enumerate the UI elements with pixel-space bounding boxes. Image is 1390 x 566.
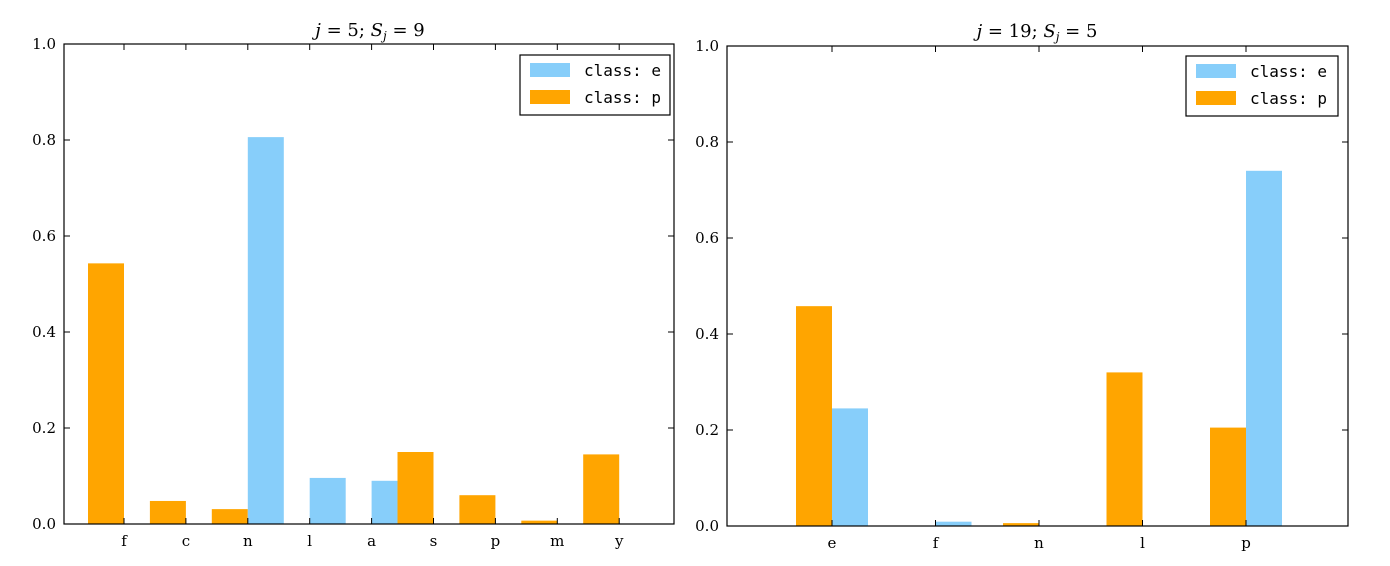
x-tick-label: l [307,532,312,550]
legend-label-e: class: e [584,61,661,80]
x-tick-label: a [367,532,376,550]
legend-swatch-p [530,90,570,104]
bar-p-class-p [1210,427,1246,526]
bar-p-class-p [459,495,496,524]
x-tick-label: m [550,532,564,550]
y-axis-ticks: 0.0 0.2 0.4 0.6 0.8 1.0 [695,37,1348,535]
bars-group [796,170,1282,527]
x-tick-label: f [121,532,128,550]
y-tick-label: 0.0 [695,517,719,535]
x-tick-label: l [1140,534,1145,552]
bar-l-class-p [1106,372,1143,526]
x-tick-label: e [828,534,837,552]
bars-group [88,137,620,524]
x-tick-label: y [614,532,624,550]
chart-left: j = 5; Sj = 9 0.0 0.2 0.4 0.6 0.8 1.0 f c n l a s p… [32,20,675,550]
y-tick-label: 0.6 [32,227,56,245]
bar-y-class-p [583,454,620,524]
x-tick-label: p [1241,534,1251,552]
bar-c-class-p [149,500,186,524]
chart-title: j = 5; Sj = 9 [311,20,424,43]
bar-f-class-e [935,521,972,526]
y-tick-label: 0.8 [695,133,719,151]
x-tick-label: f [933,534,940,552]
legend-label-e: class: e [1250,62,1327,81]
y-tick-label: 0.4 [695,325,719,343]
legend: class: e class: p [519,54,671,116]
plot-frame [726,45,1349,527]
x-tick-label: n [1034,534,1044,552]
legend-label-p: class: p [1250,89,1327,108]
y-tick-label: 0.6 [695,229,719,247]
legend-swatch-p [1196,91,1236,105]
y-tick-label: 0.8 [32,131,56,149]
x-tick-label: p [491,532,501,550]
plot-frame [63,43,675,525]
y-tick-label: 0.0 [32,515,56,533]
bar-n-class-p [211,509,248,524]
bar-s-class-p [397,452,434,524]
bar-n-class-e [247,137,284,524]
bar-e-class-p [796,306,832,526]
bar-f-class-p [88,263,124,524]
y-tick-label: 0.4 [32,323,56,341]
chart-title: j = 19; Sj = 5 [973,21,1098,44]
y-tick-label: 1.0 [32,35,56,53]
legend-label-p: class: p [584,88,661,107]
x-tick-label: n [243,532,253,550]
x-tick-label: c [182,532,190,550]
x-tick-label: s [430,532,438,550]
bar-e-class-e [832,408,868,526]
legend-swatch-e [530,63,570,77]
y-tick-label: 0.2 [695,421,719,439]
bar-p-class-e [1246,170,1282,527]
y-tick-label: 1.0 [695,37,719,55]
y-tick-label: 0.2 [32,419,56,437]
bar-m-class-p [521,520,558,524]
bar-l-class-e [309,477,346,524]
legend: class: e class: p [1185,55,1339,117]
legend-swatch-e [1196,64,1236,78]
bar-n-class-p [1003,523,1039,526]
